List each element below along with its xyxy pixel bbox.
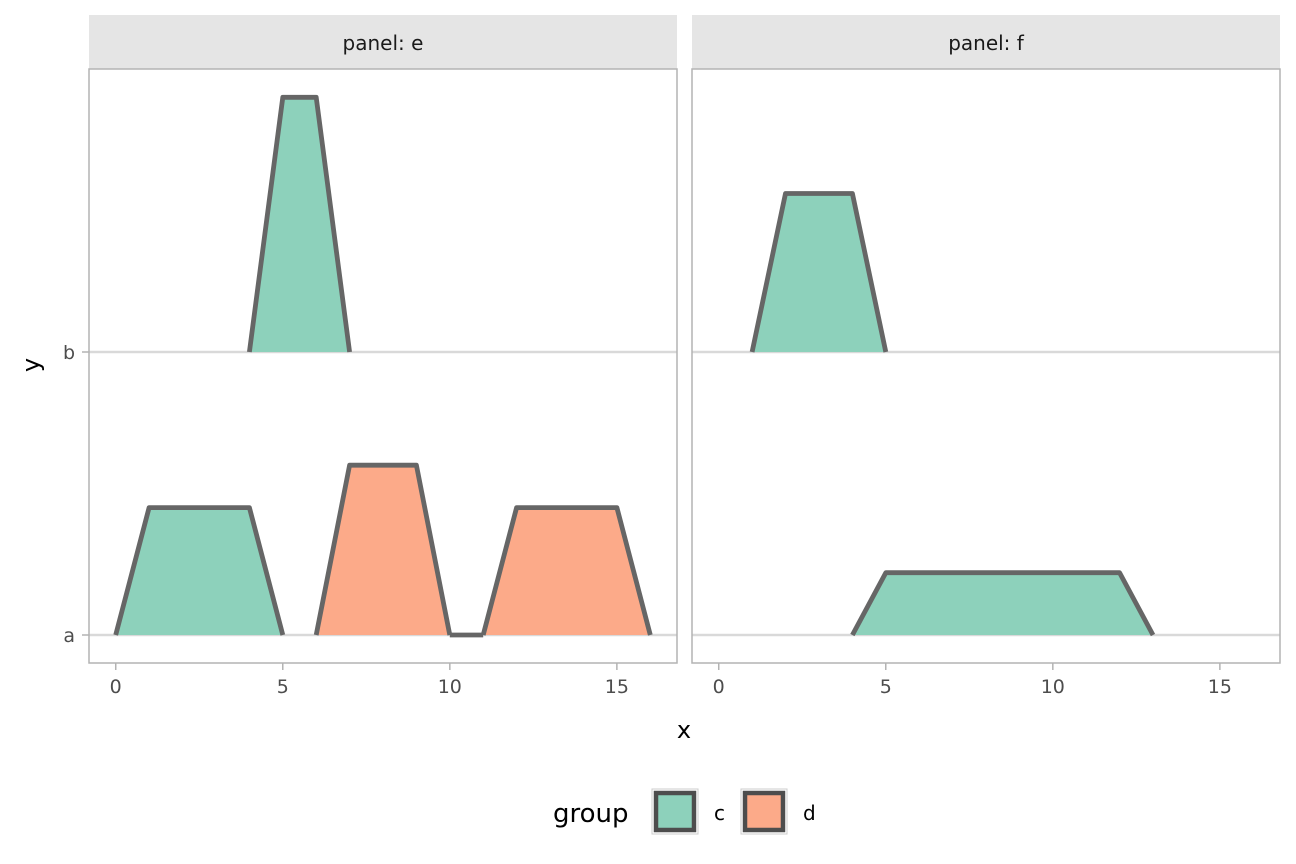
x-tick-label: 10 <box>438 676 462 698</box>
x-tick-label: 5 <box>880 676 892 698</box>
x-tick-label: 15 <box>605 676 629 698</box>
x-tick-label: 10 <box>1041 676 1065 698</box>
x-tick-label: 0 <box>713 676 725 698</box>
ridge-outline <box>749 191 889 353</box>
ridge-fill-d-a <box>483 507 651 635</box>
ridge-fill-d-a <box>316 465 450 635</box>
legend-label-d: d <box>803 801 816 825</box>
legend-key-c <box>653 790 697 833</box>
y-tick-label: b <box>63 342 75 364</box>
legend-title: group <box>553 799 629 829</box>
plot-background <box>692 69 1280 663</box>
x-tick-label: 0 <box>110 676 122 698</box>
ridge-outline <box>313 462 453 636</box>
ridge-outline <box>113 505 286 636</box>
panel-border <box>88 68 678 664</box>
y-axis-title: y <box>17 358 45 372</box>
ridge-fill-c-a <box>852 572 1153 635</box>
y-tick-label: a <box>63 625 75 647</box>
x-axis-title: x <box>677 716 691 744</box>
legend-key-d <box>742 790 786 833</box>
ridge-outline <box>480 505 653 636</box>
ridge-outline <box>850 570 1156 637</box>
panel-e: panel: e 0 5 10 15 a b <box>63 15 678 698</box>
ridge-fill-c-b <box>752 193 886 352</box>
x-tick-label: 5 <box>277 676 289 698</box>
x-tick-label: 15 <box>1208 676 1232 698</box>
legend-label-c: c <box>714 801 725 825</box>
ridge-fill-c-a <box>115 507 283 635</box>
panels-layer: panel: e 0 5 10 15 a b panel: f 0 5 10 15 <box>63 15 1281 698</box>
ridge-outline <box>247 94 352 353</box>
panel-strip-label: panel: e <box>343 31 424 55</box>
panel-f: panel: f 0 5 10 15 <box>691 15 1281 698</box>
panel-border <box>691 68 1281 664</box>
panel-strip-e <box>89 15 677 69</box>
panel-strip-f <box>692 15 1280 69</box>
panel-strip-label: panel: f <box>948 31 1025 55</box>
